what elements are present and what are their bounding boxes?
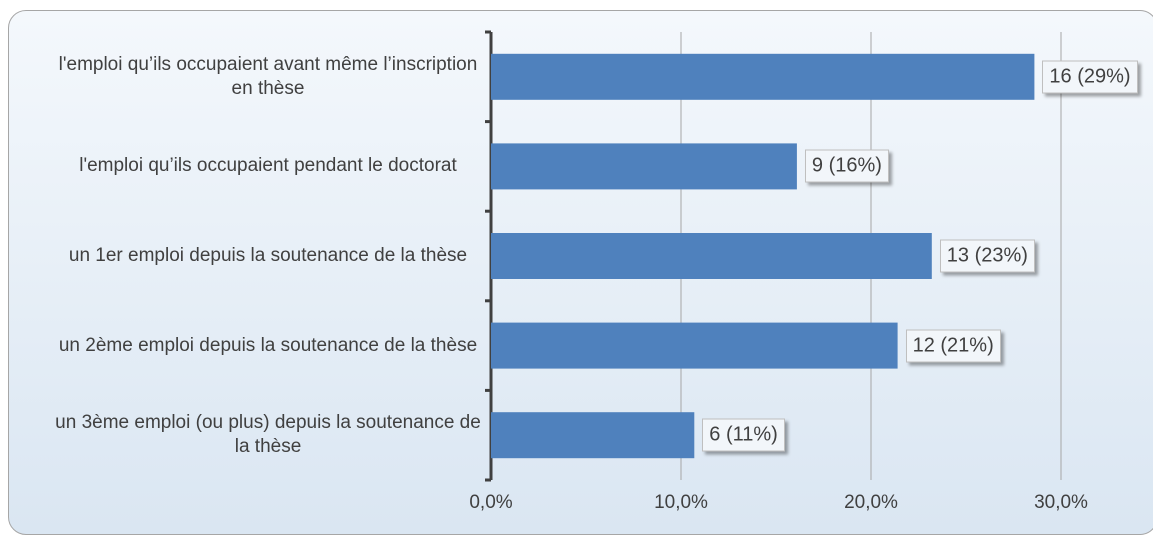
value-label: 13 (23%) [939,239,1035,273]
category-label: l'emploi qu’ils occupaient avant même l’… [58,53,478,99]
value-label: 12 (21%) [905,329,1001,363]
category-label: un 1er emploi depuis la soutenance de la… [68,245,468,266]
bar [491,322,898,369]
category-label: un 2ème emploi depuis la soutenance de l… [58,334,478,356]
x-tick-label: 20,0% [844,492,898,513]
bar [491,412,695,459]
value-label: 16 (29%) [1042,60,1138,94]
x-tick-label: 10,0% [654,492,708,513]
value-label: 6 (11%) [702,418,785,452]
value-label: 9 (16%) [804,149,889,183]
bar [491,233,932,279]
category-label: l'emploi qu’ils occupaient pendant le do… [79,155,457,177]
category-label: un 3ème emploi (ou plus) depuis la soute… [55,412,481,458]
bar [491,143,797,190]
x-tick-label: 0,0% [469,492,512,513]
bar [491,53,1035,100]
x-tick-label: 30,0% [1034,492,1088,513]
